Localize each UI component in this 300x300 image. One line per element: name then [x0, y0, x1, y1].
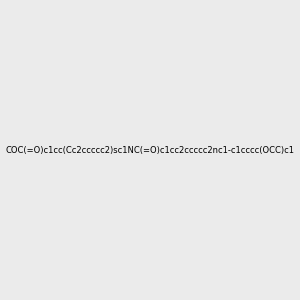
- Text: COC(=O)c1cc(Cc2ccccc2)sc1NC(=O)c1cc2ccccc2nc1-c1cccc(OCC)c1: COC(=O)c1cc(Cc2ccccc2)sc1NC(=O)c1cc2cccc…: [5, 146, 295, 154]
